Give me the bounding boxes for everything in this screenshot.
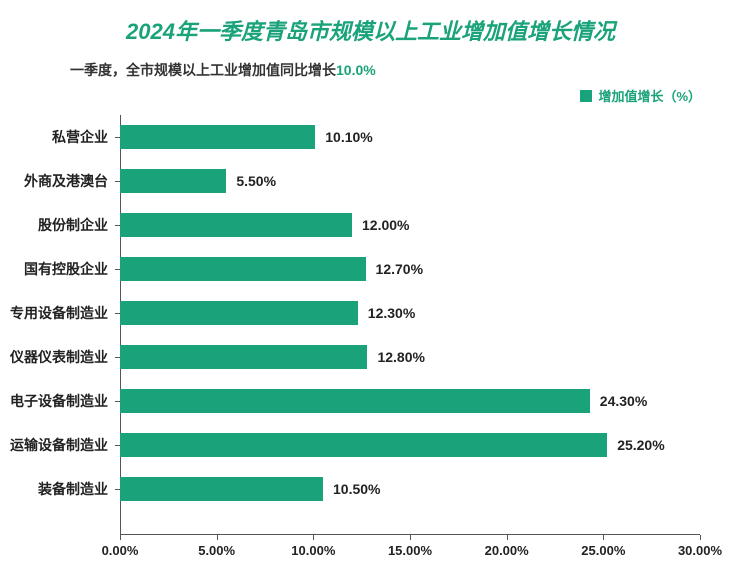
bar-row: 10.10%私营企业 (120, 125, 700, 149)
category-label: 专用设备制造业 (10, 301, 108, 325)
bar-value-label: 5.50% (236, 169, 276, 193)
x-tick (410, 535, 411, 540)
bar (120, 301, 358, 325)
bar-value-label: 25.20% (617, 433, 664, 457)
category-label: 电子设备制造业 (10, 389, 108, 413)
bar-row: 25.20%运输设备制造业 (120, 433, 700, 457)
bar-value-label: 10.50% (333, 477, 380, 501)
bar-row: 12.30%专用设备制造业 (120, 301, 700, 325)
bar-value-label: 12.30% (368, 301, 415, 325)
bar-row: 10.50%装备制造业 (120, 477, 700, 501)
x-tick (507, 535, 508, 540)
x-tick (313, 535, 314, 540)
bar-value-label: 10.10% (325, 125, 372, 149)
bar-value-label: 12.80% (377, 345, 424, 369)
x-tick-label: 30.00% (678, 543, 722, 558)
x-tick-label: 10.00% (291, 543, 335, 558)
bar-row: 5.50%外商及港澳台 (120, 169, 700, 193)
bar (120, 433, 607, 457)
bar (120, 345, 367, 369)
x-tick (700, 535, 701, 540)
x-tick (217, 535, 218, 540)
bar-value-label: 12.70% (376, 257, 423, 281)
bar (120, 169, 226, 193)
category-label: 外商及港澳台 (24, 169, 108, 193)
legend: 增加值增长（%） (0, 80, 741, 105)
bar-row: 12.00%股份制企业 (120, 213, 700, 237)
plot-area: 10.10%私营企业 5.50%外商及港澳台 12.00%股份制企业 12.70%国有… (120, 115, 700, 535)
bar-row: 12.70%国有控股企业 (120, 257, 700, 281)
category-label: 仪器仪表制造业 (10, 345, 108, 369)
subtitle-highlight: 10.0% (336, 62, 376, 78)
x-tick-label: 20.00% (485, 543, 529, 558)
x-tick-label: 5.00% (198, 543, 235, 558)
category-label: 运输设备制造业 (10, 433, 108, 457)
x-tick (603, 535, 604, 540)
x-tick (120, 535, 121, 540)
subtitle-prefix: 一季度，全市规模以上工业增加值同比增长 (70, 62, 336, 78)
legend-label: 增加值增长（%） (598, 89, 701, 104)
x-tick-label: 15.00% (388, 543, 432, 558)
bar (120, 257, 366, 281)
bar (120, 125, 315, 149)
category-label: 国有控股企业 (24, 257, 108, 281)
chart-subtitle: 一季度，全市规模以上工业增加值同比增长10.0% (0, 46, 741, 80)
x-tick-label: 25.00% (581, 543, 625, 558)
chart-title: 2024年一季度青岛市规模以上工业增加值增长情况 (0, 0, 741, 46)
bar (120, 389, 590, 413)
bar-row: 12.80%仪器仪表制造业 (120, 345, 700, 369)
x-tick-label: 0.00% (102, 543, 139, 558)
category-label: 装备制造业 (38, 477, 108, 501)
bar-value-label: 24.30% (600, 389, 647, 413)
bar (120, 213, 352, 237)
bar-value-label: 12.00% (362, 213, 409, 237)
category-label: 私营企业 (52, 125, 108, 149)
bar (120, 477, 323, 501)
category-label: 股份制企业 (38, 213, 108, 237)
legend-swatch (580, 90, 592, 102)
bar-row: 24.30%电子设备制造业 (120, 389, 700, 413)
